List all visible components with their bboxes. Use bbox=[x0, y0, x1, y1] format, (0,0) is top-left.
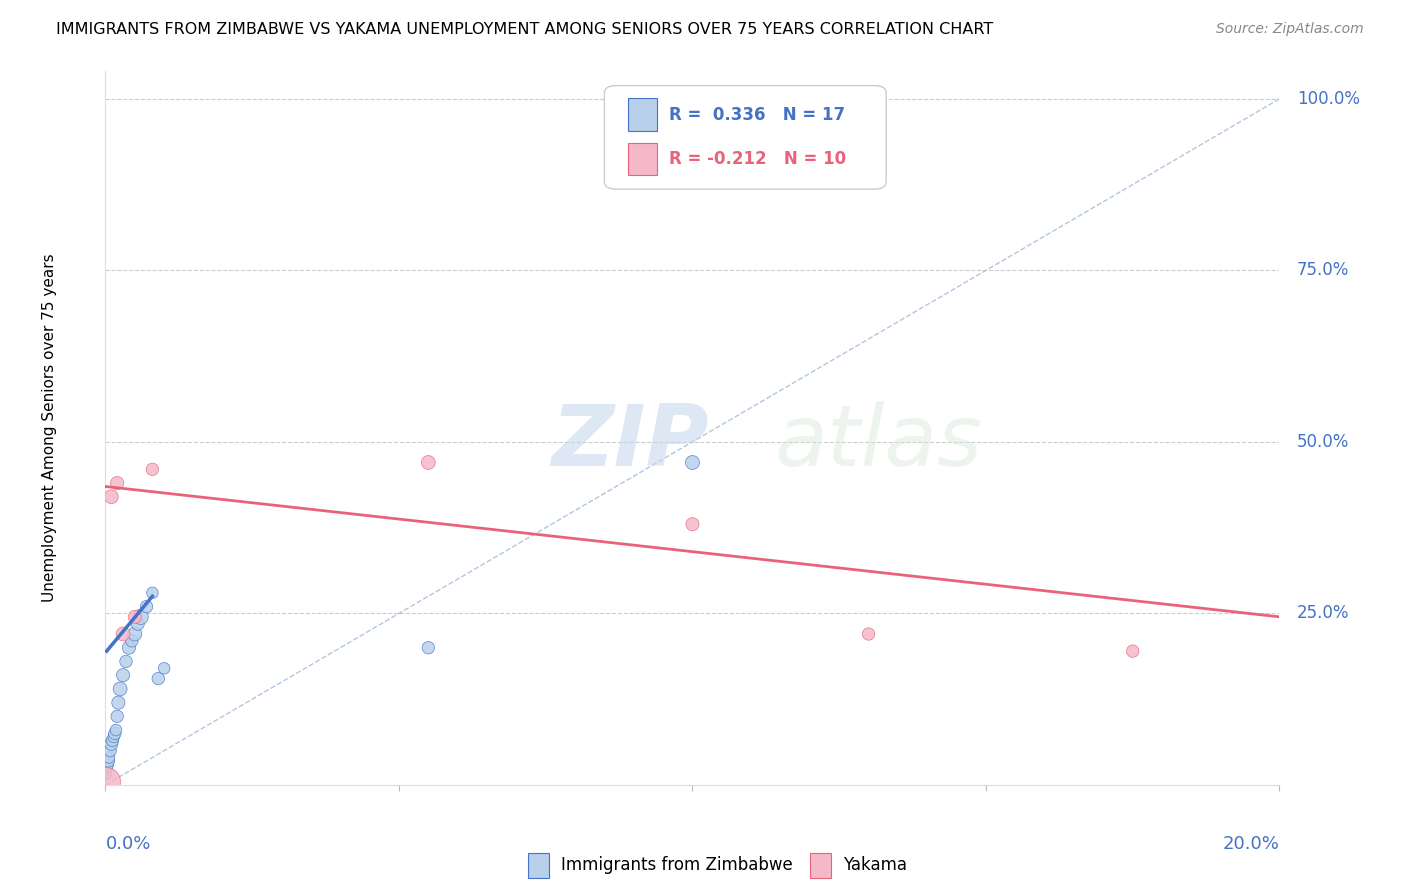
Text: 0.0%: 0.0% bbox=[105, 835, 150, 853]
Point bbox=[98, 750, 121, 764]
Point bbox=[105, 723, 128, 737]
Point bbox=[141, 586, 163, 600]
Point bbox=[105, 709, 128, 723]
Point bbox=[101, 733, 124, 747]
Point bbox=[124, 627, 146, 641]
Point bbox=[121, 633, 143, 648]
Point bbox=[153, 661, 176, 675]
Point bbox=[418, 455, 440, 469]
Point bbox=[112, 627, 135, 641]
Point bbox=[127, 616, 149, 631]
Point bbox=[108, 681, 131, 696]
Point bbox=[115, 655, 138, 669]
Text: Source: ZipAtlas.com: Source: ZipAtlas.com bbox=[1216, 22, 1364, 37]
Text: 25.0%: 25.0% bbox=[1298, 605, 1350, 623]
Text: 100.0%: 100.0% bbox=[1298, 90, 1360, 108]
Point bbox=[1122, 644, 1144, 658]
Point bbox=[97, 754, 120, 768]
FancyBboxPatch shape bbox=[605, 86, 886, 189]
Point bbox=[96, 774, 118, 789]
Point bbox=[96, 767, 118, 781]
Point bbox=[118, 640, 141, 655]
Bar bbox=[628, 98, 657, 130]
Point bbox=[141, 462, 163, 476]
Point bbox=[100, 737, 122, 751]
Text: Yakama: Yakama bbox=[842, 856, 907, 874]
Text: IMMIGRANTS FROM ZIMBABWE VS YAKAMA UNEMPLOYMENT AMONG SENIORS OVER 75 YEARS CORR: IMMIGRANTS FROM ZIMBABWE VS YAKAMA UNEMP… bbox=[56, 22, 994, 37]
Text: atlas: atlas bbox=[775, 401, 983, 484]
Point bbox=[112, 668, 135, 682]
Bar bbox=[810, 853, 831, 878]
Text: Immigrants from Zimbabwe: Immigrants from Zimbabwe bbox=[561, 856, 793, 874]
Text: 75.0%: 75.0% bbox=[1298, 261, 1350, 279]
Point bbox=[107, 696, 129, 710]
Text: ZIP: ZIP bbox=[551, 401, 709, 484]
Point bbox=[100, 490, 122, 504]
Point bbox=[98, 744, 121, 758]
Point bbox=[135, 599, 157, 614]
Point bbox=[103, 730, 125, 744]
Point bbox=[129, 610, 152, 624]
Text: 50.0%: 50.0% bbox=[1298, 433, 1350, 450]
Point bbox=[858, 627, 880, 641]
Text: 20.0%: 20.0% bbox=[1223, 835, 1279, 853]
Point bbox=[148, 672, 170, 686]
Text: Unemployment Among Seniors over 75 years: Unemployment Among Seniors over 75 years bbox=[42, 254, 56, 602]
Point bbox=[682, 517, 704, 532]
Point bbox=[418, 640, 440, 655]
Point bbox=[682, 455, 704, 469]
Point bbox=[96, 761, 118, 775]
Point bbox=[124, 610, 146, 624]
Point bbox=[97, 757, 120, 772]
Bar bbox=[529, 853, 550, 878]
Point bbox=[104, 726, 127, 740]
Text: R =  0.336   N = 17: R = 0.336 N = 17 bbox=[669, 105, 845, 123]
Text: R = -0.212   N = 10: R = -0.212 N = 10 bbox=[669, 150, 846, 168]
Bar bbox=[628, 143, 657, 175]
Point bbox=[105, 476, 128, 491]
